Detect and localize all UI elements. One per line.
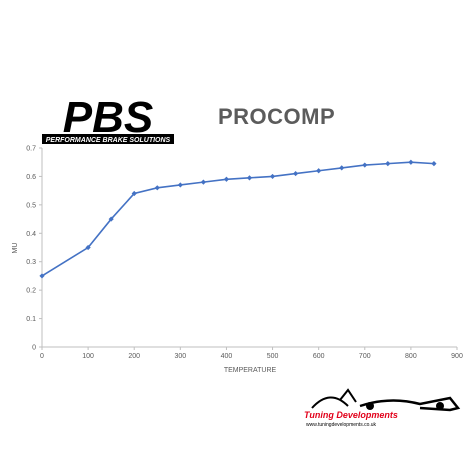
x-tick-label: 300 (174, 353, 186, 360)
data-point-marker (293, 170, 299, 177)
data-point-marker (154, 185, 160, 191)
data-point-marker (316, 168, 322, 174)
data-point-marker (408, 159, 414, 165)
data-point-marker (200, 179, 206, 185)
x-tick-label: 400 (221, 353, 233, 360)
y-axis-label: MU (12, 243, 19, 254)
dealer-name: Tuning Developments (304, 410, 398, 420)
x-tick-label: 500 (267, 353, 279, 360)
pbs-logo-tagline: PERFORMANCE BRAKE SOLUTIONS (46, 137, 171, 144)
x-tick-label: 100 (82, 353, 94, 360)
x-tick-label: 700 (359, 353, 371, 360)
y-tick-label: 0 (32, 345, 36, 352)
y-tick-label: 0.2 (26, 288, 36, 295)
x-axis-label: TEMPERATURE (224, 367, 277, 374)
data-point-marker (362, 162, 368, 168)
x-tick-label: 600 (313, 353, 325, 360)
data-point-marker (39, 273, 45, 279)
y-tick-label: 0.3 (26, 259, 36, 266)
data-point-marker (85, 244, 91, 251)
x-tick-label: 900 (451, 353, 463, 360)
x-tick-label: 800 (405, 353, 417, 360)
y-tick-label: 0.1 (26, 316, 36, 323)
dealer-url: www.tuningdevelopments.co.uk (306, 422, 377, 428)
y-tick-label: 0.4 (26, 231, 36, 238)
data-point-marker (131, 190, 137, 197)
data-point-marker (246, 175, 253, 181)
chart-title: PROCOMP (218, 104, 336, 129)
data-point-marker (339, 165, 345, 171)
data-point-marker (177, 182, 183, 188)
tuning-developments-logo: Tuning Developments www.tuningdevelopmen… (304, 388, 461, 428)
series-line (41, 161, 434, 277)
data-point-marker (431, 161, 437, 167)
x-tick-label: 200 (128, 353, 140, 360)
y-tick-label: 0.6 (26, 174, 36, 181)
y-tick-label: 0.7 (26, 146, 36, 153)
data-point-marker (269, 173, 276, 180)
y-tick-label: 0.5 (26, 202, 36, 209)
pbs-logo: PBS PERFORMANCE BRAKE SOLUTIONS (42, 94, 174, 144)
data-point-marker (385, 161, 391, 167)
data-point-marker (108, 216, 114, 222)
data-point-marker (223, 176, 230, 182)
x-tick-label: 0 (40, 353, 44, 360)
